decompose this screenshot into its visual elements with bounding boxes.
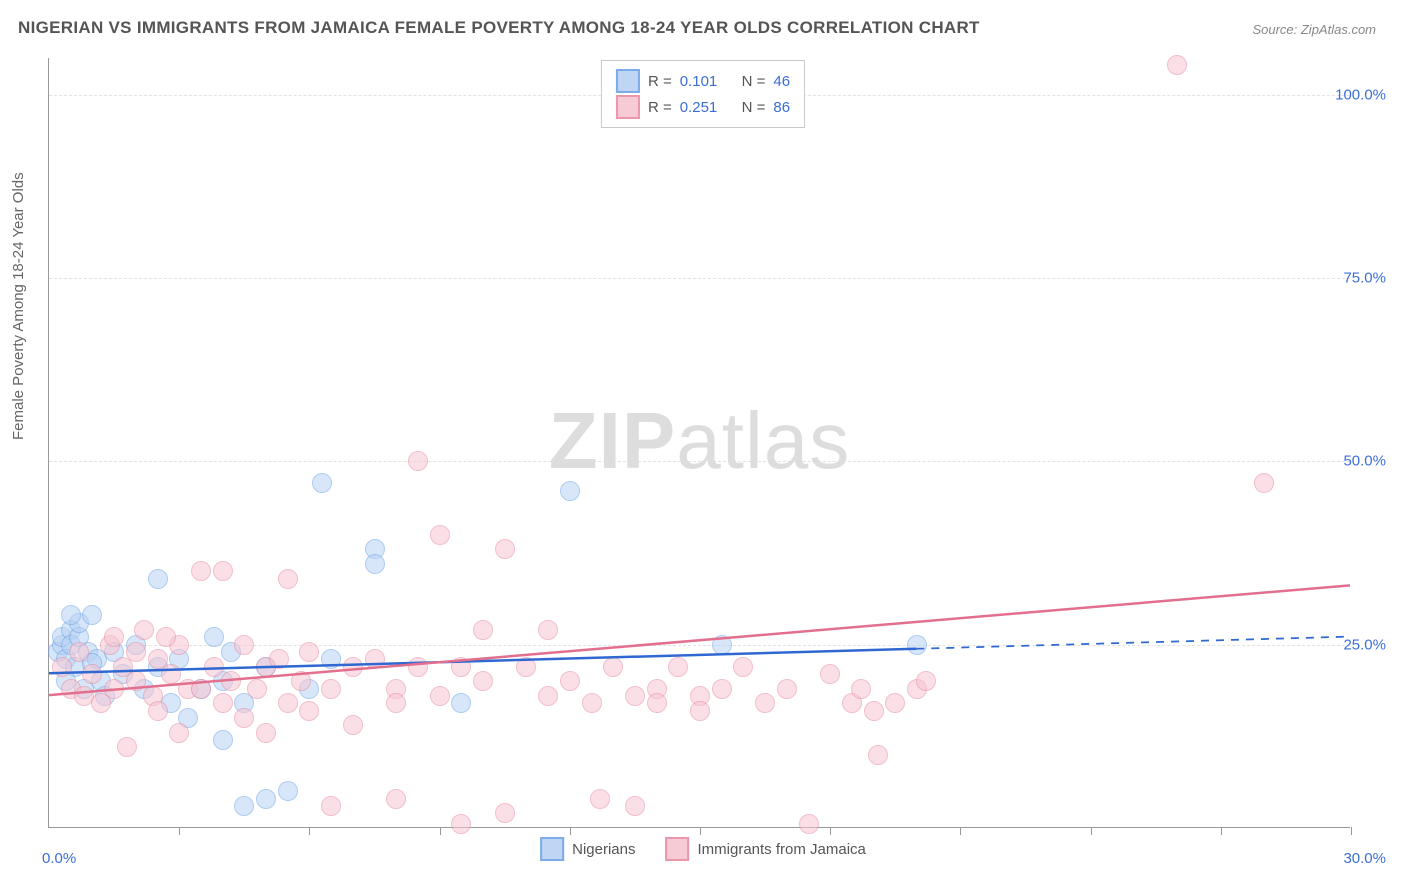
legend-bottom-item-1: Nigerians	[540, 837, 635, 861]
y-axis-label: Female Poverty Among 18-24 Year Olds	[10, 172, 27, 440]
x-tick	[830, 827, 831, 835]
legend-bottom: Nigerians Immigrants from Jamaica	[540, 837, 866, 861]
legend-label-1: Nigerians	[572, 841, 635, 858]
x-tick	[1091, 827, 1092, 835]
swatch-series-1	[616, 69, 640, 93]
x-tick	[570, 827, 571, 835]
x-tick	[1351, 827, 1352, 835]
x-tick	[179, 827, 180, 835]
x-tick	[309, 827, 310, 835]
n-label: N =	[742, 99, 766, 116]
r-value-1: 0.101	[680, 73, 718, 90]
legend-label-2: Immigrants from Jamaica	[698, 841, 866, 858]
x-axis-max-label: 30.0%	[1343, 850, 1386, 867]
legend-top-row-2: R = 0.251 N = 86	[616, 95, 790, 119]
r-label: R =	[648, 73, 672, 90]
swatch-series-2	[616, 95, 640, 119]
trend-line-series-1	[49, 649, 916, 673]
x-axis-min-label: 0.0%	[42, 850, 76, 867]
source-label: Source: ZipAtlas.com	[1252, 22, 1376, 37]
plot-area: ZIPatlas	[48, 58, 1350, 828]
legend-bottom-item-2: Immigrants from Jamaica	[666, 837, 866, 861]
r-value-2: 0.251	[680, 99, 718, 116]
x-tick	[700, 827, 701, 835]
x-tick	[1221, 827, 1222, 835]
trend-lines	[49, 58, 1350, 827]
r-label: R =	[648, 99, 672, 116]
n-value-2: 86	[773, 99, 790, 116]
legend-top-row-1: R = 0.101 N = 46	[616, 69, 790, 93]
legend-top: R = 0.101 N = 46 R = 0.251 N = 86	[601, 60, 805, 128]
n-value-1: 46	[773, 73, 790, 90]
swatch-series-2	[666, 837, 690, 861]
x-tick	[960, 827, 961, 835]
trend-line-series-2	[49, 585, 1350, 695]
chart-title: NIGERIAN VS IMMIGRANTS FROM JAMAICA FEMA…	[18, 18, 980, 38]
trend-line-dashed-series-1	[916, 637, 1350, 649]
swatch-series-1	[540, 837, 564, 861]
n-label: N =	[742, 73, 766, 90]
x-tick	[440, 827, 441, 835]
